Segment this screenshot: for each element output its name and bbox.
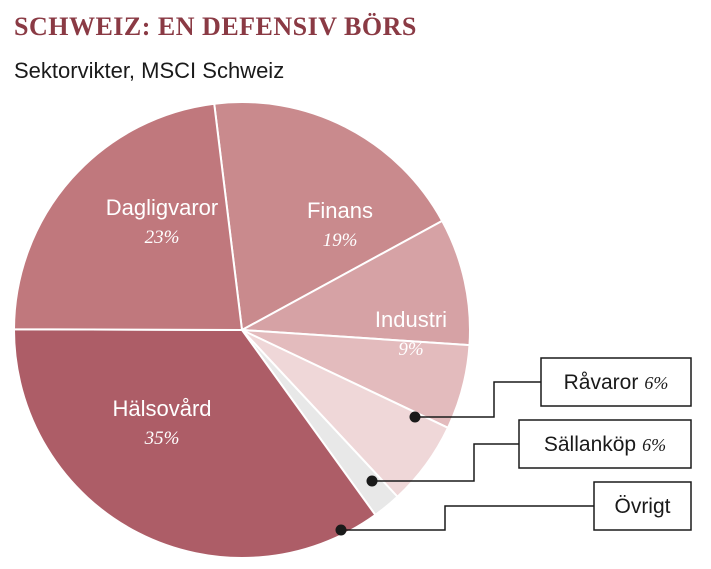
pie-slice-finans xyxy=(213,101,444,331)
slice-label-finans: Finans xyxy=(307,198,373,223)
callout-label-ovrigt: Övrigt xyxy=(614,495,670,518)
leader-line-ravaror xyxy=(415,381,541,418)
callout-box-ovrigt xyxy=(593,481,692,531)
slice-value-dagligvaror: 23% xyxy=(145,227,180,248)
slice-label-halsovard: Hälsovård xyxy=(112,396,211,421)
slice-value-finans: 19% xyxy=(323,230,358,251)
callout-label-ravaror: Råvaror 6% xyxy=(564,371,669,394)
callout-box-sallankop xyxy=(518,419,692,469)
leader-line-ovrigt xyxy=(341,505,594,531)
pie-slice-dagligvaror xyxy=(13,102,243,331)
slice-value-industri: 9% xyxy=(398,339,423,360)
leader-dot-sallankop xyxy=(366,475,378,487)
leader-dot-ovrigt xyxy=(335,524,347,536)
chart-subtitle: Sektorvikter, MSCI Schweiz xyxy=(14,58,285,83)
callout-leaders xyxy=(335,357,692,536)
slice-label-dagligvaror: Dagligvaror xyxy=(106,195,219,220)
callout-value-ravaror: 6% xyxy=(644,373,668,393)
slice-value-halsovard: 35% xyxy=(144,428,180,449)
callout-value-sallankop: 6% xyxy=(642,435,666,455)
pie-slices xyxy=(12,101,471,559)
pie-slice-halsovard xyxy=(12,328,377,559)
leader-line-sallankop xyxy=(372,443,519,482)
callout-box-ravaror xyxy=(540,357,692,407)
callout-label-sallankop: Sällanköp 6% xyxy=(544,433,666,456)
slice-labels: Finans 19% Industri 9% Råvaror 6% Sällanköp 6% Ö… xyxy=(106,195,671,518)
pie-slice-industri xyxy=(241,219,471,347)
chart-title: SCHWEIZ: EN DEFENSIV BÖRS xyxy=(14,12,417,41)
slice-label-industri: Industri xyxy=(375,307,447,332)
leader-dot-ravaror xyxy=(409,411,421,423)
